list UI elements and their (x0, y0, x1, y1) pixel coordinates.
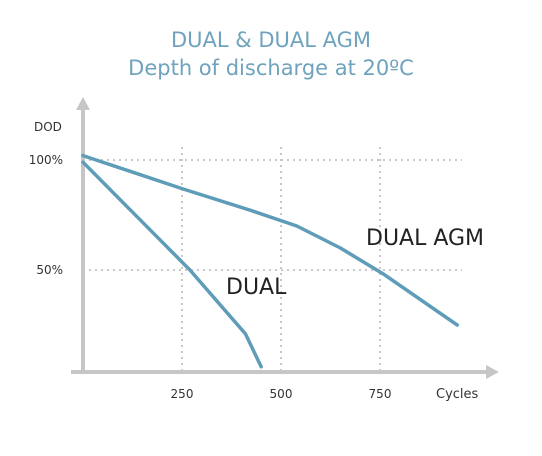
x-tick-label-250: 250 (171, 387, 194, 401)
x-axis-arrow (486, 365, 499, 379)
y-axis-label: DOD (34, 120, 62, 134)
series-label-dual: DUAL (226, 275, 287, 300)
y-tick-label-100: 100% (29, 153, 63, 167)
series-line-dual (81, 160, 263, 369)
series-line-dual-agm (81, 153, 459, 327)
series-label-dual-agm: DUAL AGM (366, 226, 484, 251)
y-axis-arrow (76, 97, 90, 110)
x-axis-label: Cycles (436, 387, 479, 402)
y-tick-label-50: 50% (36, 263, 63, 277)
x-tick-label-500: 500 (270, 387, 293, 401)
chart-subtitle: Depth of discharge at 20ºC (128, 56, 414, 80)
chart-title: DUAL & DUAL AGM (170, 28, 371, 52)
x-tick-label-750: 750 (369, 387, 392, 401)
